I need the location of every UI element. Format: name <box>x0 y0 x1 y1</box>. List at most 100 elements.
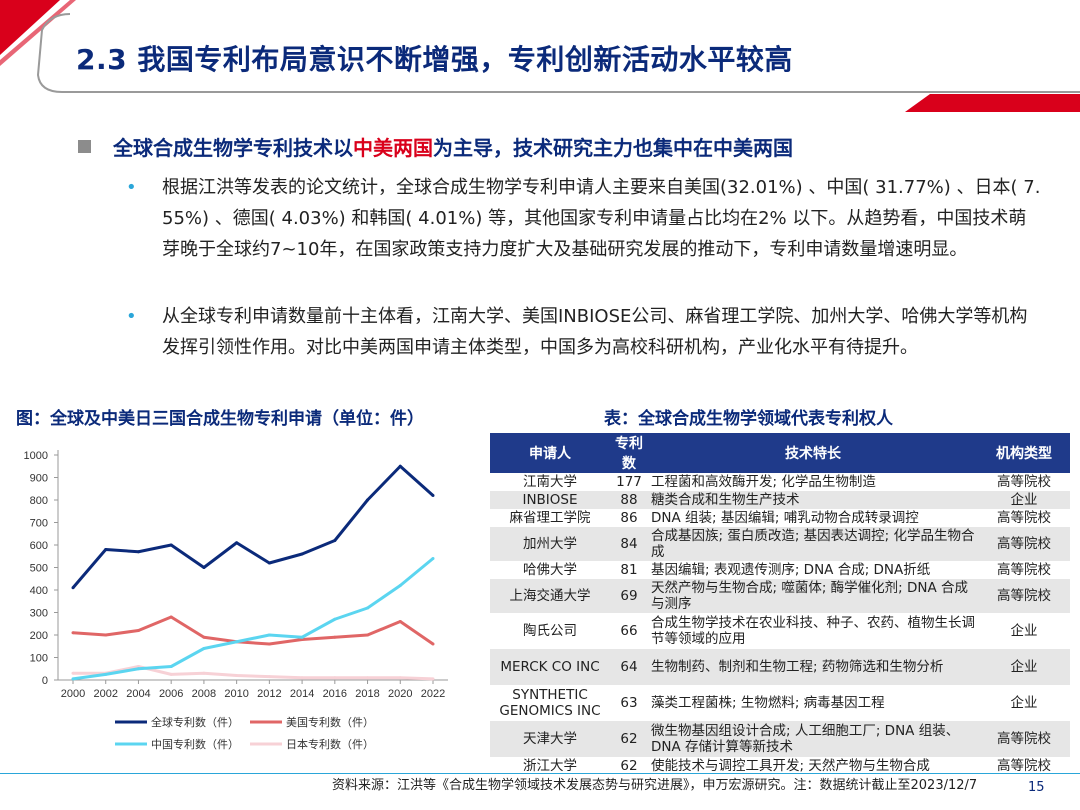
page-number: 15 <box>1028 780 1045 795</box>
applicant-cell: 浙江大学 <box>490 757 610 775</box>
series-3-point <box>202 671 206 675</box>
x-tick-label: 2010 <box>224 688 248 700</box>
x-tick-label: 2006 <box>159 688 183 700</box>
y-tick-label: 800 <box>30 495 48 507</box>
series-3-point <box>300 676 304 680</box>
series-line-3 <box>73 665 434 681</box>
series-line-0 <box>71 464 434 589</box>
source-note: 资料来源：江洪等《合成生物学领域技术发展态势与研究进展》，申万宏源研究。注：数据… <box>332 778 978 793</box>
series-2-point <box>398 584 402 587</box>
legend-label: 日本专利数（件） <box>286 737 374 751</box>
x-tick-label: 2002 <box>93 688 117 700</box>
series-3-point <box>366 676 370 680</box>
series-1-point <box>136 629 140 632</box>
table-row: 加州大学 84 合成基因族; 蛋白质改造; 基因表达调控; 化学品生物合成 高等院校 <box>490 527 1070 561</box>
table-row: INBIOSE 88 糖类合成和生物生产技术 企业 <box>490 491 1070 509</box>
y-tick-label: 1000 <box>24 450 48 462</box>
count-cell: 81 <box>610 561 648 579</box>
specialty-cell: 基因编辑; 表观遗传测序; DNA 合成; DNA折纸 <box>648 561 978 579</box>
count-cell: 66 <box>610 613 648 649</box>
applicant-cell: 哈佛大学 <box>490 561 610 579</box>
applicant-cell: 陶氏公司 <box>490 613 610 649</box>
y-tick-label: 0 <box>42 675 48 687</box>
y-tick-label: 700 <box>30 518 48 530</box>
series-2-point <box>235 640 239 644</box>
type-cell: 企业 <box>978 685 1070 721</box>
count-cell: 69 <box>610 579 648 613</box>
patent-line-chart: 0 100 200 300 400 500 600 700 800 900 1000 2000 2002… <box>24 450 448 751</box>
dot-bullet-icon: • <box>126 306 137 327</box>
x-tick-label: 2018 <box>355 688 379 700</box>
type-cell: 企业 <box>978 491 1070 509</box>
series-2-point <box>300 635 304 639</box>
type-cell: 企业 <box>978 613 1070 649</box>
x-tick-label: 2022 <box>421 688 445 700</box>
series-0-point <box>235 541 239 545</box>
count-cell: 64 <box>610 649 648 685</box>
table-title: 表：全球合成生物学领域代表专利权人 <box>604 409 893 429</box>
type-cell: 高等院校 <box>978 473 1070 491</box>
legend-label: 全球专利数（件） <box>151 715 239 729</box>
series-1-point <box>71 631 75 635</box>
series-2-point <box>136 667 140 671</box>
column-header: 专利数 <box>610 433 648 473</box>
header-decoration <box>0 0 1080 112</box>
series-1-point <box>398 620 402 623</box>
series-3-point <box>431 677 435 681</box>
series-0-point <box>398 464 402 468</box>
applicant-cell: SYNTHETIC GENOMICS INC <box>490 685 610 721</box>
paragraph-2-text: 从全球专利申请数量前十主体看，江南大学、美国INBIOSE公司、麻省理工学院、加… <box>162 306 1028 358</box>
y-tick-label: 500 <box>30 563 48 575</box>
type-cell: 高等院校 <box>978 527 1070 561</box>
series-0-point <box>202 566 206 569</box>
y-tick-label: 200 <box>30 630 48 642</box>
type-cell: 高等院校 <box>978 561 1070 579</box>
series-1-point <box>300 638 304 641</box>
specialty-cell: 合成生物学技术在农业科技、种子、农药、植物生长调节等领域的应用 <box>648 613 978 649</box>
table-row: 上海交通大学 69 天然产物与生物合成; 噬菌体; 酶学催化剂; DNA 合成与测序… <box>490 579 1070 613</box>
series-2-point <box>267 633 271 637</box>
series-0-point <box>300 552 304 556</box>
series-0-point <box>136 550 140 554</box>
applicant-cell: 江南大学 <box>490 473 610 491</box>
square-bullet-icon <box>78 140 91 153</box>
chart-title: 图：全球及中美日三国合成生物专利申请（单位：件） <box>16 409 424 429</box>
type-cell: 高等院校 <box>978 579 1070 613</box>
dot-bullet-icon: • <box>126 177 137 198</box>
header-frame-line <box>36 13 1080 93</box>
series-1-point <box>366 633 370 637</box>
y-tick-label: 900 <box>30 473 48 485</box>
series-0-point <box>431 494 435 497</box>
x-tick-label: 2000 <box>61 688 85 700</box>
x-tick-label: 2014 <box>290 688 314 700</box>
summary-heading: 全球合成生物学专利技术以中美两国为主导，技术研究主力也集中在中美两国 <box>78 132 793 161</box>
series-1-point <box>202 635 206 639</box>
y-tick-label: 600 <box>30 540 48 552</box>
series-line-1 <box>72 615 434 646</box>
column-header: 申请人 <box>490 433 610 473</box>
series-2-point <box>333 617 337 621</box>
header-red-bar <box>905 94 1080 112</box>
table-row: SYNTHETIC GENOMICS INC 63 藻类工程菌株; 生物燃料; 病毒… <box>490 685 1070 721</box>
count-cell: 62 <box>610 757 648 775</box>
series-0-point <box>366 498 370 502</box>
series-0-point <box>333 539 337 542</box>
applicant-cell: 上海交通大学 <box>490 579 610 613</box>
x-tick-label: 2008 <box>192 688 216 700</box>
series-0-point <box>104 548 108 551</box>
paragraph-1-text: 根据江洪等发表的论文统计，全球合成生物学专利申请人主要来自美国(32.01%) … <box>162 177 1041 260</box>
legend-label: 中国专利数（件） <box>151 737 239 751</box>
series-3-point <box>398 676 402 680</box>
count-cell: 62 <box>610 721 648 757</box>
x-tick-label: 2020 <box>388 688 412 700</box>
series-2-point <box>71 677 75 681</box>
series-line-2 <box>72 557 434 681</box>
table-row: 天津大学 62 微生物基因组设计合成; 人工细胞工厂; DNA 组装、DNA 存储计… <box>490 721 1070 757</box>
applicant-cell: MERCK CO INC <box>490 649 610 685</box>
patent-holder-table: 申请人 专利数 技术特长 机构类型 江南大学 177 工程菌和高效酶开发; 化学品生… <box>490 433 1070 775</box>
series-3-point <box>71 671 75 675</box>
series-0-point <box>267 561 271 565</box>
series-0-point <box>169 543 173 547</box>
series-1-point <box>333 635 337 639</box>
specialty-cell: 合成基因族; 蛋白质改造; 基因表达调控; 化学品生物合成 <box>648 527 978 561</box>
